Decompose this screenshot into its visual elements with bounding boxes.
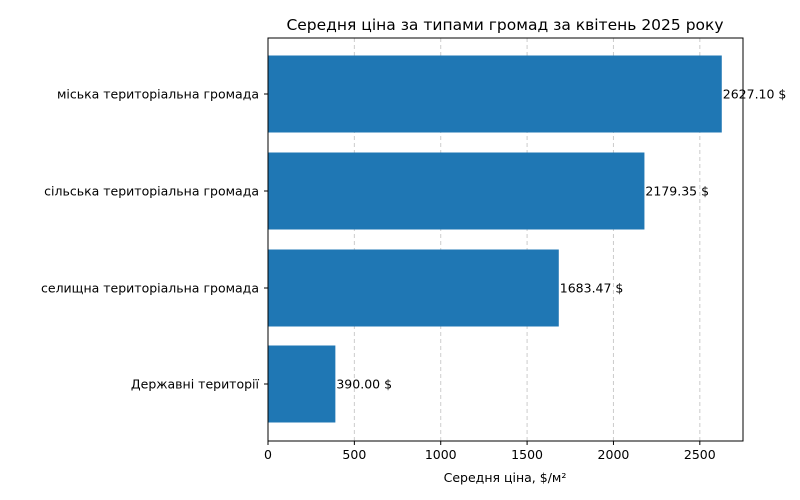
data-label: 2627.10 $	[723, 87, 787, 102]
x-tick-label: 0	[264, 447, 272, 462]
x-axis-label: Середня ціна, $/м²	[444, 470, 567, 485]
chart-title: Середня ціна за типами громад за квітень…	[286, 16, 723, 34]
y-tick-label: сільська територіальна громада	[44, 184, 259, 199]
plot-frame	[267, 37, 744, 442]
data-label: 2179.35 $	[645, 184, 709, 199]
y-tick-label: Державні території	[131, 377, 260, 392]
data-label: 390.00 $	[336, 377, 392, 392]
x-axis-ticks: 0 500 1000 1500 2000 2500	[264, 441, 716, 462]
data-labels: 2627.10 $ 2179.35 $ 1683.47 $ 390.00 $	[336, 87, 786, 392]
x-tick-label: 1500	[511, 447, 543, 462]
bar	[268, 249, 559, 327]
y-tick-label: селищна територіальна громада	[41, 281, 259, 296]
bar	[268, 152, 645, 230]
bar	[268, 55, 722, 133]
data-label: 1683.47 $	[560, 281, 624, 296]
x-tick-label: 2500	[684, 447, 716, 462]
x-tick-label: 500	[342, 447, 366, 462]
bar	[268, 345, 336, 423]
x-tick-label: 2000	[598, 447, 630, 462]
bars	[268, 55, 722, 423]
y-tick-label: міська територіальна громада	[57, 87, 259, 102]
y-axis-ticks: міська територіальна громада сільська тер…	[41, 87, 268, 392]
x-tick-label: 1000	[425, 447, 457, 462]
